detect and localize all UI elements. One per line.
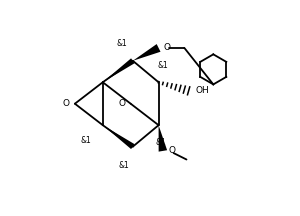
Text: &1: &1	[80, 136, 91, 145]
Polygon shape	[131, 61, 133, 63]
Text: O: O	[63, 99, 70, 108]
Text: &1: &1	[155, 138, 166, 147]
Polygon shape	[133, 44, 160, 61]
Text: &1: &1	[158, 60, 168, 70]
Polygon shape	[103, 125, 135, 149]
Text: O: O	[168, 146, 175, 156]
Polygon shape	[159, 125, 167, 152]
Text: &1: &1	[117, 39, 128, 48]
Text: &1: &1	[119, 161, 130, 170]
Text: O: O	[118, 99, 126, 108]
Text: O: O	[164, 43, 171, 52]
Polygon shape	[103, 58, 135, 82]
Text: OH: OH	[195, 86, 209, 95]
